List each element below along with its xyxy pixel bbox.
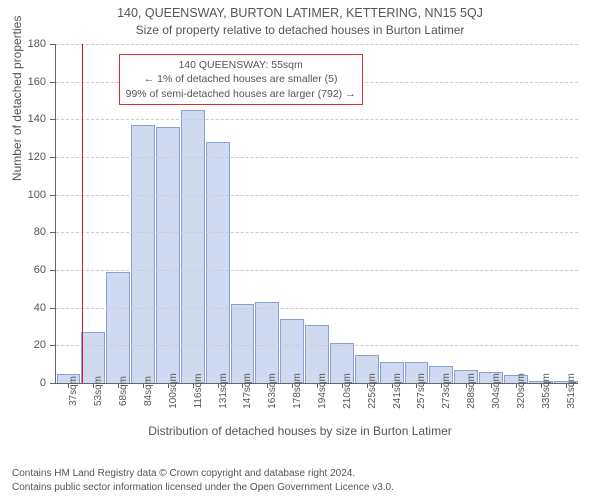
gridline: [56, 195, 578, 196]
chart-title-sub: Size of property relative to detached ho…: [0, 20, 600, 37]
gridline: [56, 44, 578, 45]
y-tick: 140: [28, 113, 56, 125]
gridline: [56, 345, 578, 346]
histogram-bar: [181, 110, 205, 383]
y-tick: 100: [28, 189, 56, 201]
annotation-line: 140 QUEENSWAY: 55sqm: [126, 58, 356, 72]
annotation-line: ← 1% of detached houses are smaller (5): [126, 72, 356, 86]
y-tick: 80: [34, 226, 56, 238]
footer-line-2: Contains public sector information licen…: [12, 481, 588, 495]
property-marker-line: [82, 44, 83, 383]
histogram-bar: [131, 125, 155, 383]
annotation-box: 140 QUEENSWAY: 55sqm← 1% of detached hou…: [119, 54, 363, 105]
y-tick: 20: [34, 339, 56, 351]
histogram-bar: [231, 304, 255, 383]
gridline: [56, 232, 578, 233]
y-axis-label: Number of detached properties: [10, 16, 24, 181]
plot-area: 37sqm53sqm68sqm84sqm100sqm116sqm131sqm14…: [55, 44, 578, 384]
x-axis-label: Distribution of detached houses by size …: [0, 424, 600, 438]
gridline: [56, 157, 578, 158]
y-tick: 180: [28, 38, 56, 50]
chart-container: Number of detached properties 37sqm53sqm…: [0, 38, 600, 440]
histogram-bar: [106, 272, 130, 383]
y-tick: 60: [34, 264, 56, 276]
y-tick: 120: [28, 151, 56, 163]
gridline: [56, 270, 578, 271]
y-tick: 40: [34, 302, 56, 314]
histogram-bar: [255, 302, 279, 383]
footer-attribution: Contains HM Land Registry data © Crown c…: [12, 467, 588, 494]
y-tick: 160: [28, 76, 56, 88]
gridline: [56, 119, 578, 120]
chart-title-main: 140, QUEENSWAY, BURTON LATIMER, KETTERIN…: [0, 0, 600, 20]
histogram-bar: [206, 142, 230, 383]
annotation-line: 99% of semi-detached houses are larger (…: [126, 87, 356, 101]
footer-line-1: Contains HM Land Registry data © Crown c…: [12, 467, 588, 481]
gridline: [56, 308, 578, 309]
y-tick: 0: [40, 377, 56, 389]
